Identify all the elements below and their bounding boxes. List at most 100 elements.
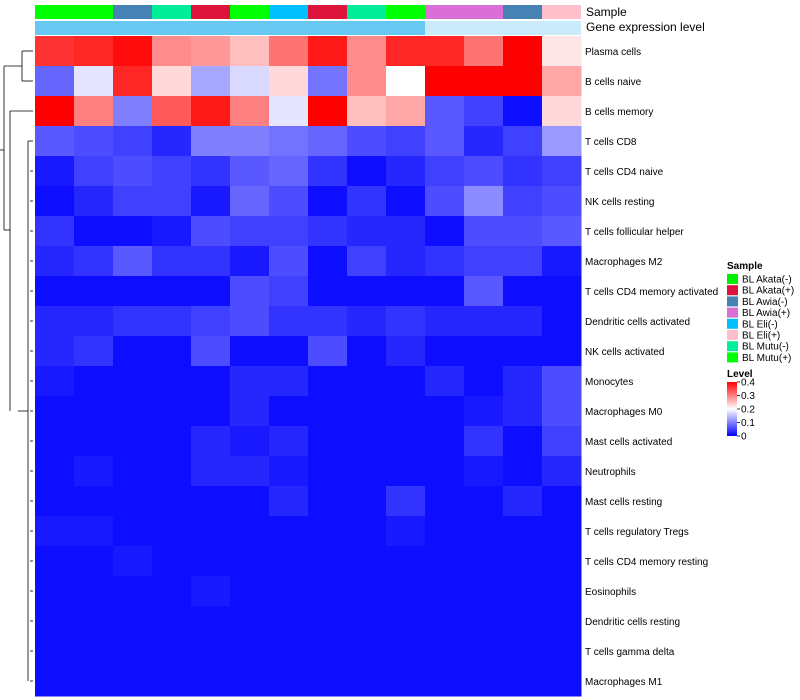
- heatmap-cell: [542, 186, 582, 217]
- heatmap-cell: [35, 396, 75, 427]
- row-label: Mast cells resting: [585, 497, 662, 508]
- sample-anno-cell: [35, 5, 74, 19]
- heatmap-cell: [542, 516, 582, 547]
- heatmap-cell: [35, 366, 75, 397]
- heatmap-cell: [308, 456, 348, 487]
- heatmap-cell: [74, 366, 114, 397]
- heatmap-cell: [191, 216, 231, 247]
- heatmap-cell: [386, 336, 426, 367]
- heatmap-cell: [269, 66, 309, 97]
- heatmap-cell: [230, 126, 270, 157]
- heatmap-cell: [152, 216, 192, 247]
- heatmap-cell: [425, 396, 465, 427]
- row-dendrogram: [0, 50, 33, 682]
- row-labels: Plasma cells B cells naive B cells memory T…: [585, 47, 718, 688]
- level-legend-tick-label: 0: [741, 432, 747, 443]
- heatmap-cell: [308, 36, 348, 67]
- heatmap-cell: [113, 576, 153, 607]
- heatmap-cell: [35, 126, 75, 157]
- heatmap-cell: [269, 366, 309, 397]
- heatmap-cell: [152, 486, 192, 517]
- heatmap-cell: [503, 666, 543, 697]
- sample-anno-cell: [503, 5, 542, 19]
- heatmap-cell: [503, 606, 543, 637]
- heatmap-cell: [347, 96, 387, 127]
- level-colorbar: [727, 382, 737, 436]
- heatmap-cell: [113, 246, 153, 277]
- heatmap-cell: [503, 36, 543, 67]
- heatmap-cell: [347, 66, 387, 97]
- heatmap-cell: [230, 156, 270, 187]
- row-label: Neutrophils: [585, 467, 636, 478]
- heatmap-cell: [503, 546, 543, 577]
- heatmap-cell: [191, 366, 231, 397]
- heatmap-cell: [230, 396, 270, 427]
- heatmap-cell: [113, 336, 153, 367]
- heatmap-cell: [113, 486, 153, 517]
- level-legend-tick-label: 0.3: [741, 391, 755, 402]
- expression-anno-cell: [308, 21, 347, 35]
- heatmap-cell: [74, 276, 114, 307]
- heatmap-cell: [269, 606, 309, 637]
- row-label: T cells CD4 memory resting: [585, 557, 708, 568]
- sample-anno-cell: [230, 5, 269, 19]
- heatmap-cell: [113, 666, 153, 697]
- heatmap-cell: [386, 36, 426, 67]
- heatmap-cell: [35, 156, 75, 187]
- heatmap-cell: [230, 426, 270, 457]
- track-label-expression: Gene expression level: [586, 20, 705, 34]
- heatmap-cell: [74, 66, 114, 97]
- heatmap-cell: [35, 606, 75, 637]
- heatmap-cell: [503, 336, 543, 367]
- heatmap-cell: [347, 636, 387, 667]
- heatmap-cell: [425, 36, 465, 67]
- row-label: Macrophages M1: [585, 677, 663, 688]
- heatmap-cell: [347, 156, 387, 187]
- heatmap-cell: [152, 276, 192, 307]
- heatmap-cell: [191, 66, 231, 97]
- heatmap-cell: [347, 486, 387, 517]
- heatmap-cell: [35, 636, 75, 667]
- heatmap-cell: [464, 336, 504, 367]
- heatmap-cell: [425, 606, 465, 637]
- heatmap-cell: [152, 66, 192, 97]
- heatmap-cell: [74, 186, 114, 217]
- heatmap-cell: [425, 576, 465, 607]
- heatmap-cell: [464, 66, 504, 97]
- heatmap-cell: [386, 426, 426, 457]
- heatmap-cell: [425, 246, 465, 277]
- heatmap-cell: [425, 666, 465, 697]
- heatmap-cell: [386, 156, 426, 187]
- sample-anno-cell: [425, 5, 464, 19]
- heatmap-cell: [347, 306, 387, 337]
- heatmap-cell: [269, 246, 309, 277]
- heatmap-cell: [35, 516, 75, 547]
- heatmap-cell: [464, 186, 504, 217]
- sample-legend-swatch: [727, 285, 738, 296]
- heatmap-cell: [113, 396, 153, 427]
- heatmap-cell: [152, 336, 192, 367]
- heatmap-cell: [464, 666, 504, 697]
- heatmap-cell: [503, 276, 543, 307]
- heatmap-cell: [230, 336, 270, 367]
- heatmap-cell: [152, 126, 192, 157]
- heatmap-cell: [35, 546, 75, 577]
- heatmap-cell: [308, 246, 348, 277]
- heatmap-cell: [308, 516, 348, 547]
- heatmap-cell: [386, 546, 426, 577]
- heatmap-cell: [230, 606, 270, 637]
- heatmap-cell: [308, 306, 348, 337]
- heatmap-cell: [542, 336, 582, 367]
- heatmap-cell: [542, 666, 582, 697]
- heatmap-cell: [230, 306, 270, 337]
- heatmap-cell: [230, 276, 270, 307]
- row-label: T cells CD4 naive: [585, 167, 664, 178]
- heatmap-cell: [74, 426, 114, 457]
- heatmap-cell: [386, 456, 426, 487]
- heatmap-cell: [191, 546, 231, 577]
- heatmap-cell: [191, 396, 231, 427]
- heatmap-cell: [113, 456, 153, 487]
- heatmap-cell: [464, 546, 504, 577]
- heatmap-cell: [308, 186, 348, 217]
- heatmap-cell: [464, 606, 504, 637]
